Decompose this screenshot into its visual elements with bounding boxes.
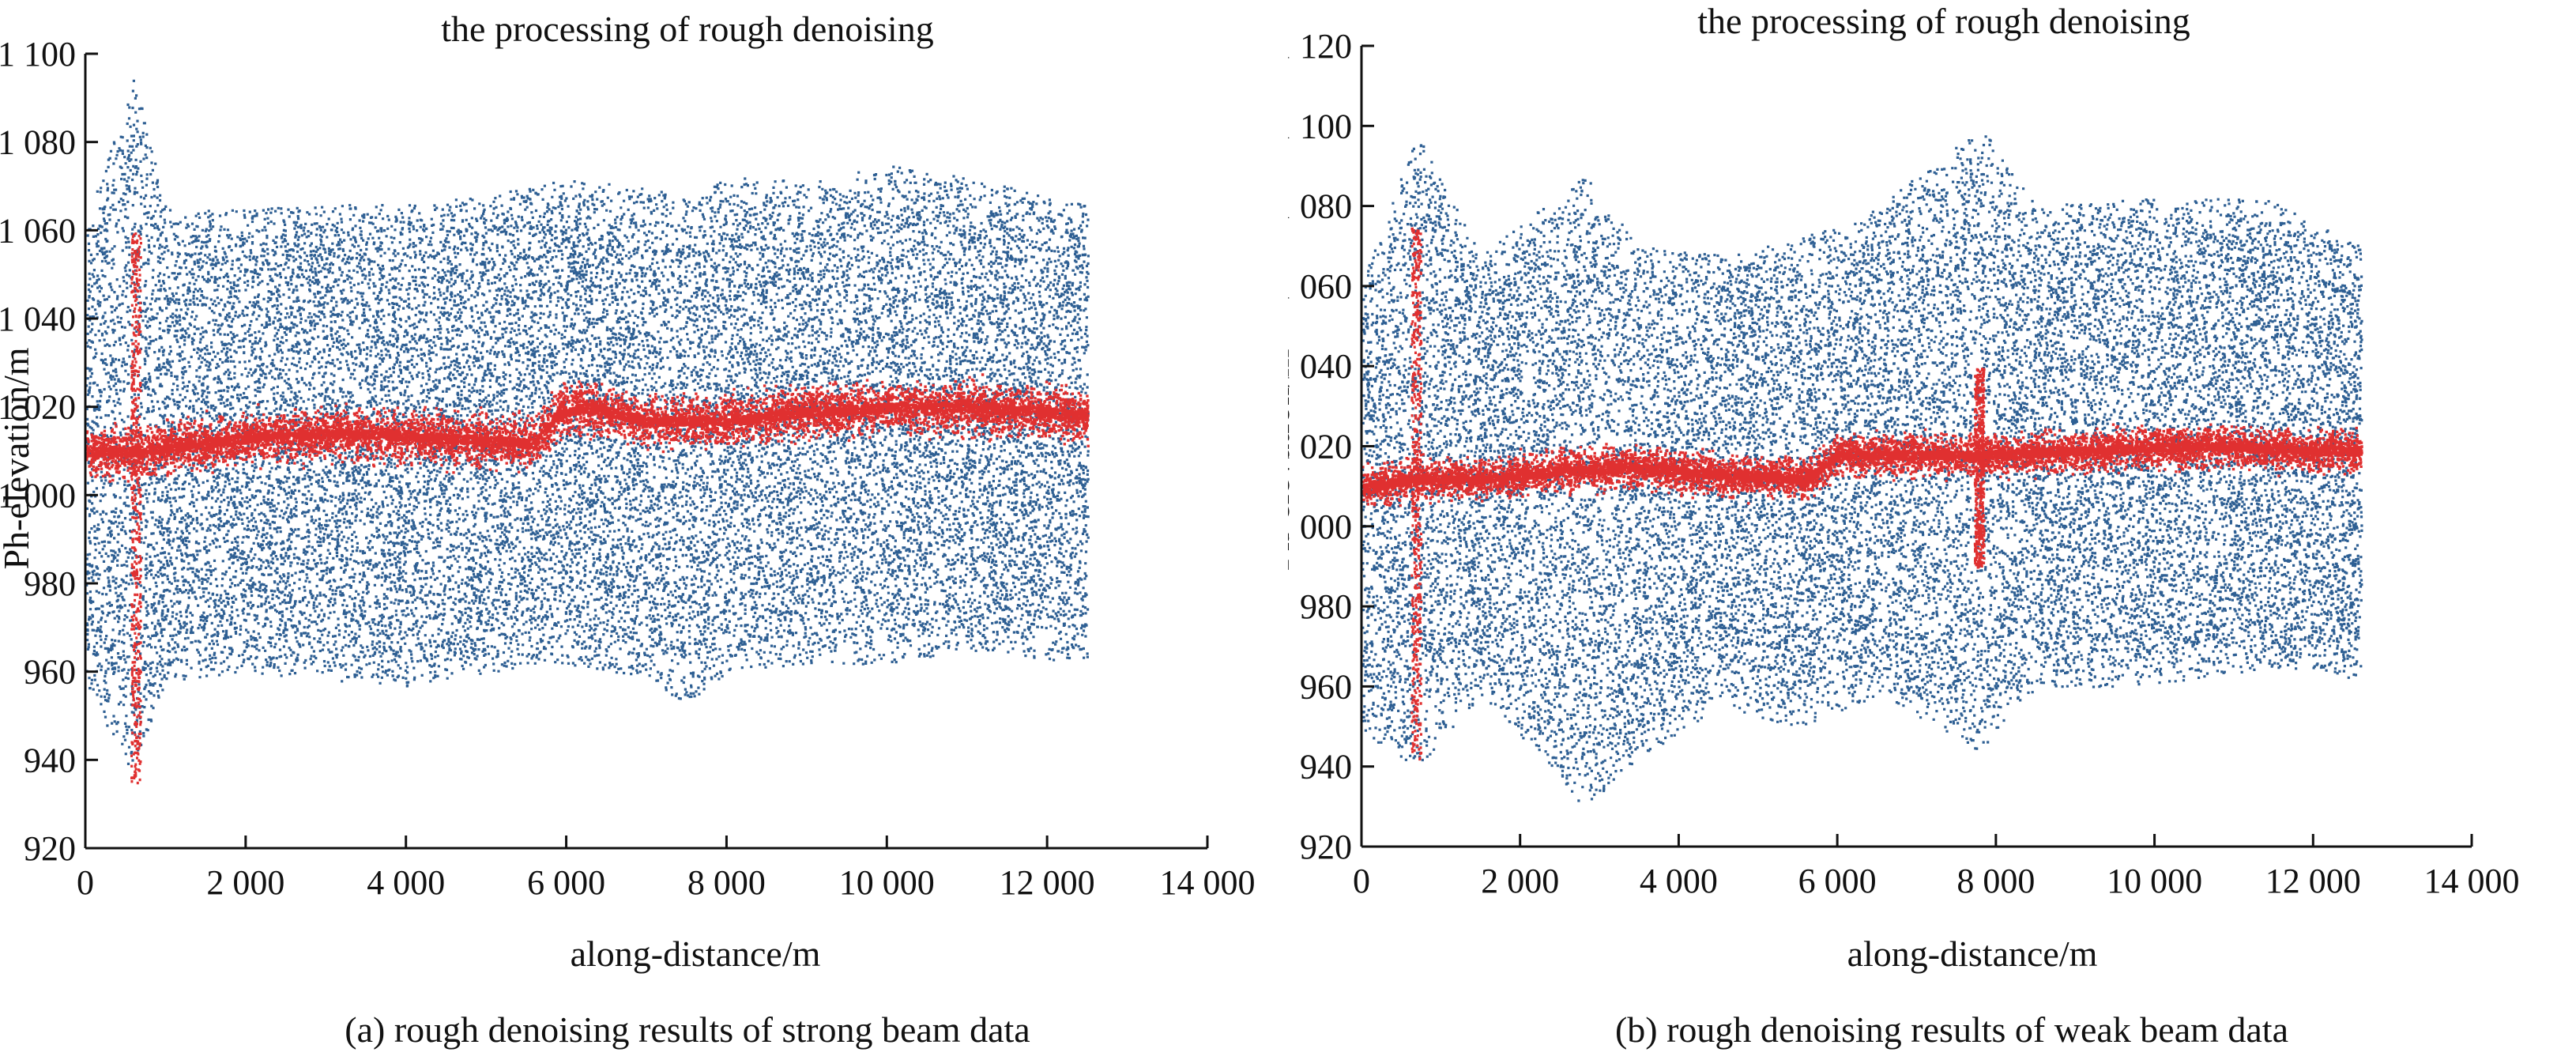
- chart-b-xlabel: along-distance/m: [1847, 934, 2098, 974]
- chart-b-x-tick-label: 4 000: [1640, 862, 1718, 900]
- chart-a-x-tick-label: 10 000: [839, 863, 935, 902]
- chart-a-x-tick-label: 0: [77, 863, 94, 902]
- chart-b-y-tick-label: 960: [1300, 667, 1352, 706]
- chart-a-y-tick-label: 1 100: [0, 35, 76, 74]
- chart-a-y-tick-label: 980: [24, 564, 76, 603]
- chart-b-axes: 0 2 000 4 000 6 000 8 000 10 000 12 000 14 000 9…: [1288, 27, 2520, 900]
- chart-b-x-tick-label: 14 000: [2424, 862, 2520, 900]
- chart-b-y-tick-label: 940: [1300, 748, 1352, 787]
- chart-a-x-tick-label: 4 000: [367, 863, 445, 902]
- chart-b-y-tick-label: 1 020: [1288, 428, 1352, 466]
- chart-b-points: [1361, 135, 2363, 802]
- chart-panel-b: the processing of rough denoising 0 2 000…: [1288, 0, 2576, 1060]
- chart-b-y-tick-label: 1 080: [1288, 187, 1352, 226]
- chart-b-y-tick-label: 1 040: [1288, 347, 1352, 386]
- chart-a-x-tick-label: 8 000: [687, 863, 766, 902]
- chart-b-x-tick-label: 12 000: [2265, 862, 2361, 900]
- chart-a-y-tick-label: 940: [24, 741, 76, 779]
- chart-b-x-tick-label: 2 000: [1481, 862, 1559, 900]
- chart-b-y-tick-label: 1 060: [1288, 267, 1352, 306]
- chart-b-ylabel: Ph-elevation/m: [1288, 349, 1297, 571]
- chart-a-x-tick-label: 6 000: [527, 863, 605, 902]
- chart-b-caption: (b) rough denoising results of weak beam…: [1615, 1009, 2288, 1050]
- chart-panel-a: the processing of rough denoising 0 2 000…: [0, 9, 1256, 1050]
- chart-b-y-tick-label: 980: [1300, 587, 1352, 626]
- chart-b-title: the processing of rough denoising: [1697, 1, 2190, 41]
- chart-b-y-tick-label: 1 000: [1288, 507, 1352, 546]
- chart-a-x-tick-label: 2 000: [206, 863, 284, 902]
- chart-a-title: the processing of rough denoising: [441, 9, 933, 49]
- chart-a-y-tick-label: 1 020: [0, 388, 76, 427]
- chart-a-points: [85, 79, 1090, 785]
- chart-b-x-tick-label: 0: [1353, 862, 1370, 900]
- chart-a-caption: (a) rough denoising results of strong be…: [345, 1009, 1030, 1050]
- chart-a-svg: the processing of rough denoising 0 2 000…: [0, 9, 1256, 1050]
- chart-a-x-tick-label: 14 000: [1160, 863, 1256, 902]
- chart-b-y-tick-label: 1 120: [1288, 27, 1352, 66]
- chart-a-series-0-points: [85, 79, 1090, 765]
- chart-a-x-tick-label: 12 000: [1000, 863, 1095, 902]
- chart-a-y-tick-label: 920: [24, 829, 76, 868]
- chart-b-x-tick-label: 10 000: [2107, 862, 2202, 900]
- chart-a-y-tick-label: 1 060: [0, 211, 76, 250]
- chart-b-y-tick-label: 920: [1300, 828, 1352, 866]
- chart-a-y-tick-label: 1 040: [0, 300, 76, 338]
- chart-a-ylabel: Ph-elevation/m: [0, 347, 36, 569]
- chart-b-x-tick-label: 8 000: [1956, 862, 2035, 900]
- chart-a-axes: 0 2 000 4 000 6 000 8 000 10 000 12 000 14 000 9…: [0, 35, 1256, 902]
- chart-b-svg: the processing of rough denoising 0 2 000…: [1288, 1, 2520, 1050]
- chart-a-y-tick-label: 960: [24, 653, 76, 692]
- chart-a-y-tick-label: 1 000: [0, 476, 76, 515]
- chart-b-y-tick-label: 1 100: [1288, 107, 1352, 145]
- chart-a-y-tick-label: 1 080: [0, 123, 76, 162]
- chart-a-series-0: [85, 79, 1090, 765]
- chart-b-x-tick-label: 6 000: [1798, 862, 1877, 900]
- chart-a-xlabel: along-distance/m: [571, 934, 821, 974]
